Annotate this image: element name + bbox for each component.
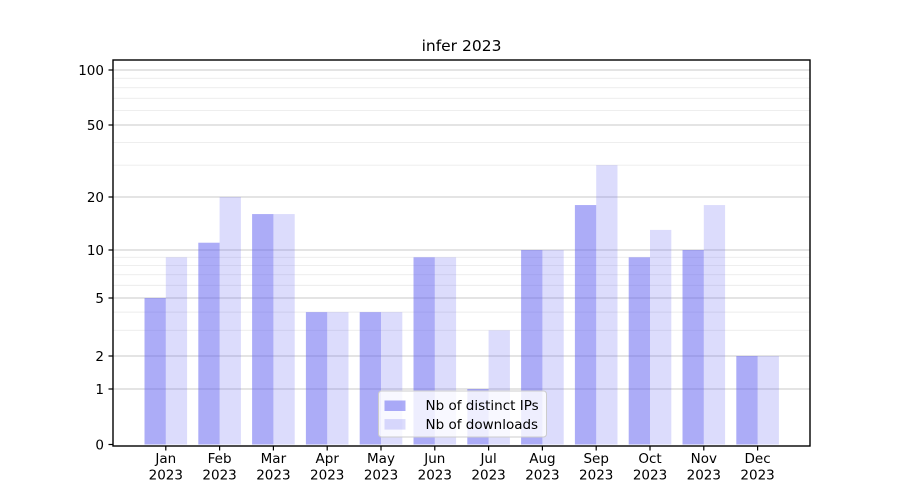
bar xyxy=(650,229,672,445)
x-tick-label-month: Jan xyxy=(154,451,176,467)
bar xyxy=(273,214,295,445)
y-tick-label: 2 xyxy=(95,349,104,365)
bar xyxy=(703,205,726,445)
x-tick-label-month: Jun xyxy=(423,451,445,467)
x-tick-label-month: Nov xyxy=(691,451,717,467)
x-tick-label-month: Mar xyxy=(261,451,287,467)
x-tick-label-month: Oct xyxy=(638,451,661,467)
x-tick-label-year: 2023 xyxy=(525,468,559,484)
y-tick-label: 0 xyxy=(95,437,104,453)
legend-label: Nb of distinct IPs xyxy=(426,398,539,414)
x-tick-label-year: 2023 xyxy=(471,468,505,484)
bar xyxy=(682,250,704,445)
x-tick-label-year: 2023 xyxy=(418,468,452,484)
y-tick-label: 50 xyxy=(87,118,104,134)
bar xyxy=(757,356,779,445)
legend-swatch xyxy=(384,400,406,411)
x-tick-label-year: 2023 xyxy=(202,468,236,484)
bar xyxy=(252,214,274,445)
x-tick-label-month: Aug xyxy=(529,451,555,467)
x-tick-label-month: May xyxy=(367,451,395,467)
y-tick-label: 10 xyxy=(87,243,104,259)
x-tick-label-year: 2023 xyxy=(364,468,398,484)
bar xyxy=(596,165,618,445)
y-tick-label: 20 xyxy=(87,190,104,206)
x-tick-label-year: 2023 xyxy=(740,468,774,484)
x-tick-label-year: 2023 xyxy=(149,468,183,484)
legend-box xyxy=(378,390,547,438)
x-tick-label-year: 2023 xyxy=(633,468,667,484)
bar xyxy=(736,356,758,445)
y-tick-label: 100 xyxy=(78,63,104,79)
bar xyxy=(542,250,564,445)
y-tick-label: 5 xyxy=(95,291,104,307)
bar xyxy=(165,257,188,445)
x-tick-label-month: Feb xyxy=(208,451,232,467)
legend-swatch xyxy=(384,419,406,430)
legend-label: Nb of downloads xyxy=(426,417,539,433)
bar xyxy=(574,205,597,445)
legend: Nb of distinct IPs Nb of downloads xyxy=(378,390,547,438)
x-tick-label-month: Sep xyxy=(583,451,608,467)
y-tick-label: 1 xyxy=(95,382,104,398)
bar xyxy=(359,312,381,445)
x-tick-label-year: 2023 xyxy=(256,468,290,484)
plot-border xyxy=(112,59,811,447)
x-tick-label-year: 2023 xyxy=(687,468,721,484)
chart-plot-area: Nb of distinct IPs Nb of downloads 0 1 2 5 10 2… xyxy=(78,59,811,484)
bar xyxy=(305,312,328,445)
bar xyxy=(198,242,220,445)
bar xyxy=(327,312,349,445)
x-tick-label-year: 2023 xyxy=(310,468,344,484)
bar xyxy=(219,197,241,445)
x-tick-label-month: Jul xyxy=(479,451,496,467)
chart-title: infer 2023 xyxy=(422,37,502,55)
bar xyxy=(628,257,650,445)
x-tick-label-year: 2023 xyxy=(579,468,613,484)
bar xyxy=(144,298,166,445)
x-tick-label-month: Apr xyxy=(316,451,340,467)
x-tick-label-month: Dec xyxy=(745,451,771,467)
